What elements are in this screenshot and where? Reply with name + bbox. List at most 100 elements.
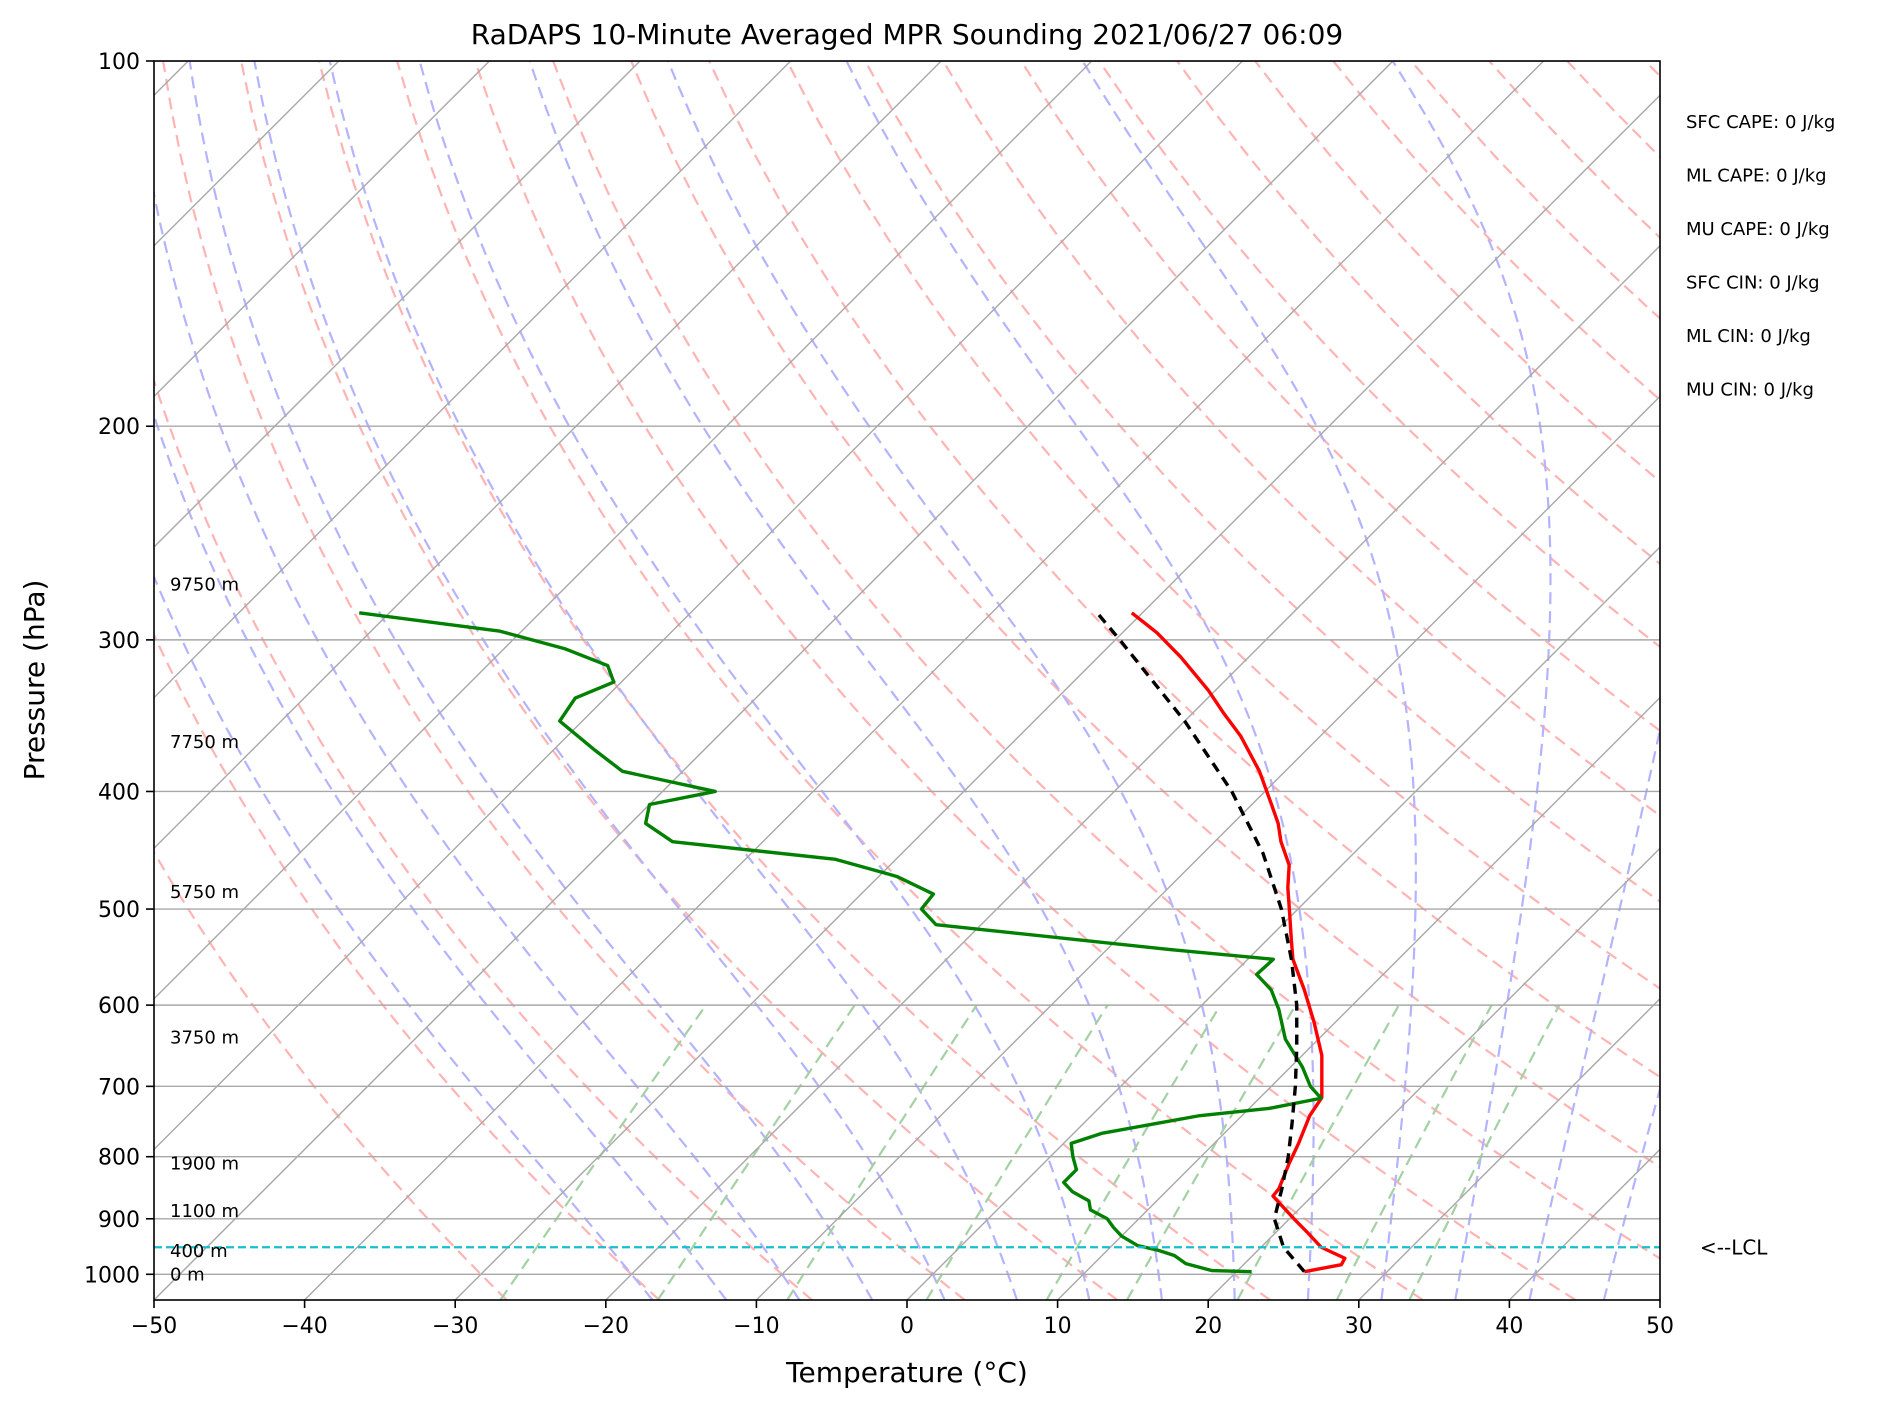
index-label: MU CAPE: 0 J/kg	[1686, 219, 1830, 240]
height-label: 3750 m	[170, 1027, 239, 1048]
dry-adiabat-line	[161, 61, 966, 1300]
moist-adiabat-line	[667, 61, 1236, 1300]
isotherm-line	[906, 546, 1660, 1300]
index-label: SFC CIN: 0 J/kg	[1686, 273, 1820, 294]
mixing-ratio-line	[1236, 1004, 1400, 1300]
height-label: 0 m	[170, 1264, 205, 1285]
dry-adiabat-line	[1098, 61, 1660, 649]
x-tick-label: 10	[1044, 1314, 1072, 1339]
height-label: 5750 m	[170, 882, 239, 903]
dry-adiabat-line	[1644, 61, 1660, 78]
isotherm-line	[454, 94, 1660, 1300]
y-axis-label: Pressure (hPa)	[18, 580, 51, 781]
index-label: MU CIN: 0 J/kg	[1686, 380, 1814, 401]
dry-adiabat-line	[1332, 61, 1660, 402]
mixing-ratio-line	[786, 1004, 978, 1300]
isotherm-line	[154, 61, 792, 699]
x-tick-label: −30	[432, 1314, 478, 1339]
parcel-path-line	[1095, 611, 1306, 1273]
mixing-ratio-line	[499, 1004, 707, 1300]
mixing-ratio-line	[656, 1004, 856, 1300]
x-tick-label: −50	[131, 1314, 177, 1339]
moist-adiabat-line	[188, 61, 874, 1300]
mixing-ratio-line	[925, 1004, 1109, 1300]
isotherm-line	[304, 61, 1545, 1300]
moist-adiabat-line	[1528, 724, 1660, 1300]
mixing-ratio-line	[1126, 1004, 1297, 1300]
isotherm-line	[605, 244, 1660, 1300]
x-tick-label: −20	[583, 1314, 629, 1339]
isotherm-line	[154, 61, 942, 850]
height-label: 400 m	[170, 1241, 228, 1262]
stability-indices: SFC CAPE: 0 J/kg ML CAPE: 0 J/kg MU CAPE: …	[1686, 112, 1835, 401]
chart-title: RaDAPS 10-Minute Averaged MPR Sounding 2…	[471, 18, 1343, 51]
y-tick-label: 800	[98, 1146, 140, 1171]
dry-adiabat-line	[786, 61, 1660, 990]
dry-adiabat-line	[1488, 61, 1660, 240]
moist-adiabat-line	[328, 61, 1019, 1300]
x-tick-label: −10	[733, 1314, 779, 1339]
dry-adiabat-line	[552, 61, 1660, 1260]
height-label: 9750 m	[170, 574, 239, 595]
dry-adiabat-line	[1410, 61, 1660, 320]
sounding-profiles	[359, 611, 1347, 1274]
dry-adiabat-line	[1254, 61, 1660, 483]
background-lines	[154, 61, 1882, 1300]
y-tick-label: 1000	[84, 1263, 140, 1288]
x-axis-ticks: −50 −40 −30 −20 −10 0 10 20 30 40 50	[131, 1300, 1674, 1339]
x-tick-label: 50	[1646, 1314, 1674, 1339]
grid-lines	[154, 61, 1660, 1300]
isotherm-line	[1508, 1148, 1660, 1300]
y-axis-ticks: 1000 900 800 700 600 500 400 300 200 100	[84, 50, 154, 1288]
mixing-ratio-line	[1335, 1004, 1493, 1300]
height-label: 7750 m	[170, 732, 239, 753]
mixing-ratio-line	[1045, 1004, 1222, 1300]
mixing-ratio-line	[1408, 1004, 1561, 1300]
moist-adiabat-line	[253, 61, 946, 1300]
x-tick-label: 20	[1194, 1314, 1222, 1339]
index-label: ML CIN: 0 J/kg	[1686, 326, 1811, 347]
lcl-marker: <--LCL	[154, 1235, 1768, 1259]
dry-adiabat-line	[154, 850, 508, 1300]
moist-adiabat-line	[154, 574, 654, 1300]
height-label: 1900 m	[170, 1153, 239, 1174]
isotherm-line	[154, 61, 641, 548]
moist-adiabat-line	[154, 189, 801, 1300]
y-tick-label: 300	[98, 629, 140, 654]
dry-adiabat-line	[318, 61, 1271, 1300]
x-tick-label: 0	[900, 1314, 914, 1339]
dewpoint-line	[359, 611, 1323, 1274]
moist-adiabat-line	[845, 61, 1315, 1300]
dry-adiabat-line	[154, 377, 813, 1300]
moist-adiabat-line	[418, 61, 1091, 1300]
y-tick-label: 900	[98, 1208, 140, 1233]
dry-adiabat-line	[474, 61, 1577, 1300]
y-tick-label: 600	[98, 994, 140, 1019]
isotherm-line	[154, 61, 1093, 1000]
moist-adiabat-line	[1602, 1084, 1660, 1300]
index-label: SFC CAPE: 0 J/kg	[1686, 112, 1835, 133]
moist-adiabat-line	[528, 61, 1163, 1300]
x-axis-label: Temperature (°C)	[785, 1356, 1028, 1389]
dry-adiabat-line	[1723, 61, 1882, 1300]
y-tick-label: 700	[98, 1075, 140, 1100]
moist-adiabat-line	[1081, 61, 1417, 1300]
x-tick-label: 40	[1495, 1314, 1523, 1339]
index-label: ML CAPE: 0 J/kg	[1686, 166, 1827, 187]
x-tick-label: 30	[1345, 1314, 1373, 1339]
dry-adiabat-line	[1566, 61, 1660, 159]
y-tick-label: 500	[98, 898, 140, 923]
isotherm-line	[1358, 997, 1660, 1300]
lcl-label: <--LCL	[1700, 1235, 1768, 1259]
y-tick-label: 100	[98, 50, 140, 75]
isotherm-line	[755, 395, 1660, 1300]
dry-adiabat-line	[630, 61, 1660, 1169]
moist-adiabat-line	[1391, 61, 1552, 1300]
height-label: 1100 m	[170, 1201, 239, 1222]
moist-adiabat-line	[154, 412, 728, 1300]
dry-adiabat-line	[154, 632, 661, 1300]
y-tick-label: 400	[98, 780, 140, 805]
isotherm-line	[1659, 1299, 1660, 1300]
dry-adiabat-line	[240, 61, 1119, 1300]
